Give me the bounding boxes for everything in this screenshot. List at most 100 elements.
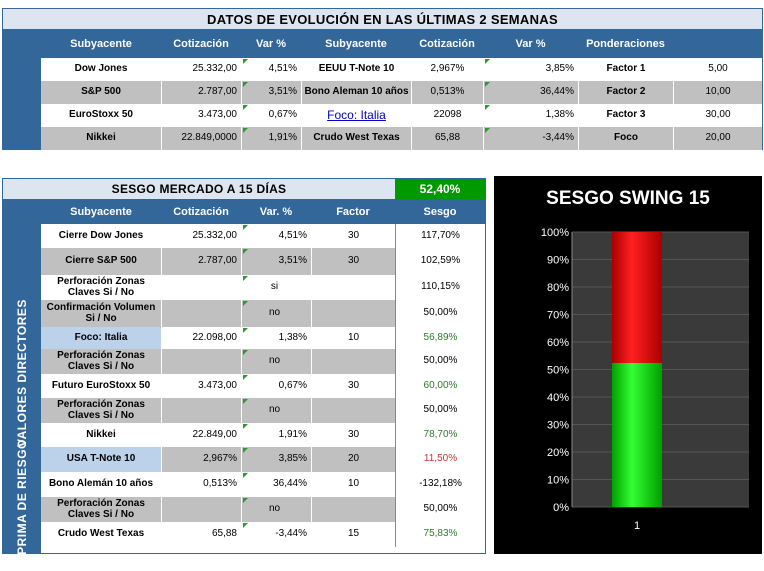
top-cell-subyacente-2[interactable]: Foco: Italia (301, 104, 411, 127)
bottom-cell-sesgo: 56,89% (395, 327, 485, 349)
top-table-row: S&P 500 2.787,00 3,51% Bono Aleman 10 años 0… (41, 81, 762, 104)
bottom-table-row: Confirmación Volumen Si / No no 50,00% (41, 300, 485, 327)
side-strip: VALORES DIRECTORES PRIMA DE RIESGO (3, 224, 41, 555)
bottom-cell-var: si (241, 275, 311, 300)
header-subyacente-2: Subyacente (325, 37, 387, 50)
top-cell-cotizacion: 3.473,00 (161, 104, 241, 127)
header-var: Var. % (259, 205, 293, 218)
y-tick-label: 30% (547, 420, 569, 432)
y-tick-label: 80% (547, 282, 569, 294)
bottom-table-row: Foco: Italia 22.098,00 1,38% 10 56,89% (41, 327, 485, 349)
bottom-cell-factor: 30 (311, 423, 395, 447)
bottom-cell-sesgo: 60,00% (395, 374, 485, 398)
y-tick-label: 60% (547, 337, 569, 349)
side-label-prima-de-riesgo: PRIMA DE RIESGO (15, 439, 29, 555)
bottom-table-row: Perforación Zonas Claves Si / No no 50,00% (41, 349, 485, 374)
bottom-table-row: USA T-Note 10 2,967% 3,85% 20 11,50% (41, 447, 485, 472)
bottom-cell-subyacente: Perforación Zonas Claves Si / No (41, 349, 161, 374)
bottom-cell-var: no (241, 300, 311, 327)
bottom-cell-factor: 10 (311, 327, 395, 349)
top-cell-subyacente: Dow Jones (74, 63, 128, 75)
y-tick-label: 70% (547, 310, 569, 322)
top-cell-cotizacion: 25.332,00 (161, 58, 241, 81)
bottom-cell-var: no (241, 497, 311, 522)
bottom-cell-factor: 10 (311, 472, 395, 497)
top-cell-ponderacion-valor: 30,00 (673, 104, 762, 127)
bottom-cell-subyacente: Nikkei (41, 423, 161, 447)
bottom-cell-cotizacion: 0,513% (161, 472, 241, 497)
bottom-table-row: Perforación Zonas Claves Si / No no 50,00% (41, 497, 485, 522)
top-table-row: Dow Jones 25.332,00 4,51% EEUU T-Note 10 2,9… (41, 58, 762, 81)
bottom-cell-factor: 15 (311, 522, 395, 547)
top-cell-ponderacion: Factor 1 (578, 58, 673, 81)
bottom-cell-subyacente: Cierre Dow Jones (41, 224, 161, 248)
top-cell-ponderacion-valor: 20,00 (673, 127, 762, 150)
header-ponderaciones: Ponderaciones (586, 37, 665, 50)
top-cell-var: 3,51% (241, 81, 301, 104)
top-cell-cotizacion-2: 65,88 (411, 127, 483, 150)
header-subyacente: Subyacente (70, 205, 132, 218)
bottom-cell-sesgo: 117,70% (395, 224, 485, 248)
header-cotizacion-2: Cotización (419, 37, 475, 50)
chart-plot: 0% 10% 20% 30% 40% 50% 60% 70% 80% 90% 100% 1 (541, 227, 749, 532)
bottom-table-row: Nikkei 22.849,00 1,91% 30 78,70% (41, 423, 485, 447)
bottom-cell-cotizacion (161, 275, 241, 300)
bottom-cell-factor (311, 349, 395, 374)
bottom-cell-sesgo: 78,70% (395, 423, 485, 447)
top-cell-var: 0,67% (241, 104, 301, 127)
top-cell-var: 1,91% (241, 127, 301, 150)
bottom-cell-var: no (241, 398, 311, 423)
bottom-table: SESGO MERCADO A 15 DÍAS 52,40% Subyacent… (2, 178, 486, 555)
top-table-title: DATOS DE EVOLUCIÓN EN LAS ÚLTIMAS 2 SEMA… (3, 9, 762, 29)
bottom-cell-sesgo: 102,59% (395, 248, 485, 275)
top-cell-subyacente: Nikkei (86, 132, 116, 144)
top-cell-cotizacion: 22.849,0000 (161, 127, 241, 150)
top-cell-ponderacion: Foco (578, 127, 673, 150)
bottom-cell-factor: 30 (311, 374, 395, 398)
top-cell-subyacente: S&P 500 (81, 86, 121, 98)
y-tick-label: 0% (553, 502, 569, 514)
y-tick-label: 20% (547, 447, 569, 459)
bottom-table-row: Cierre Dow Jones 25.332,00 4,51% 30 117,70% (41, 224, 485, 248)
bottom-cell-subyacente: USA T-Note 10 (41, 447, 161, 472)
bottom-table-row: Perforación Zonas Claves Si / No si 110,15… (41, 275, 485, 300)
top-cell-ponderacion-valor: 10,00 (673, 81, 762, 104)
total-sesgo: 52,40% (395, 179, 485, 199)
bottom-cell-subyacente: Perforación Zonas Claves Si / No (41, 275, 161, 300)
bottom-cell-sesgo: 50,00% (395, 497, 485, 522)
top-cell-subyacente-2: EEUU T-Note 10 (301, 58, 411, 81)
bottom-table-row: Crudo West Texas 65,88 -3,44% 15 75,83% (41, 522, 485, 547)
bottom-cell-cotizacion: 65,88 (161, 522, 241, 547)
bottom-cell-var: 36,44% (241, 472, 311, 497)
bottom-title: SESGO MERCADO A 15 DÍAS (3, 179, 395, 199)
header-cotizacion: Cotización (173, 205, 229, 218)
bottom-cell-subyacente: Crudo West Texas (41, 522, 161, 547)
header-subyacente-1: Subyacente (70, 37, 132, 50)
top-cell-var-2: 1,38% (483, 104, 578, 127)
y-tick-label: 100% (541, 227, 569, 239)
bottom-cell-subyacente: Cierre S&P 500 (41, 248, 161, 275)
top-cell-cotizacion: 2.787,00 (161, 81, 241, 104)
bottom-cell-var: no (241, 349, 311, 374)
top-cell-var-2: -3,44% (483, 127, 578, 150)
bottom-cell-cotizacion (161, 349, 241, 374)
bottom-cell-subyacente: Foco: Italia (41, 327, 161, 349)
bottom-cell-cotizacion: 3.473,00 (161, 374, 241, 398)
bottom-cell-factor: 30 (311, 248, 395, 275)
bottom-cell-factor (311, 398, 395, 423)
bottom-cell-subyacente: Perforación Zonas Claves Si / No (41, 398, 161, 423)
bottom-cell-subyacente: Bono Alemán 10 años (41, 472, 161, 497)
top-cell-ponderacion: Factor 3 (578, 104, 673, 127)
header-var-2: Var % (515, 37, 546, 50)
bottom-cell-sesgo: 50,00% (395, 398, 485, 423)
top-table: DATOS DE EVOLUCIÓN EN LAS ÚLTIMAS 2 SEMA… (2, 8, 763, 150)
bottom-cell-factor (311, 300, 395, 327)
chart-title: SESGO SWING 15 (546, 188, 710, 209)
bottom-cell-factor: 20 (311, 447, 395, 472)
bottom-cell-sesgo: 50,00% (395, 349, 485, 374)
bottom-cell-var: 0,67% (241, 374, 311, 398)
header-cotizacion-1: Cotización (173, 37, 229, 50)
header-factor: Factor (336, 205, 370, 218)
bottom-cell-cotizacion: 22.098,00 (161, 327, 241, 349)
bottom-cell-sesgo: -132,18% (395, 472, 485, 497)
